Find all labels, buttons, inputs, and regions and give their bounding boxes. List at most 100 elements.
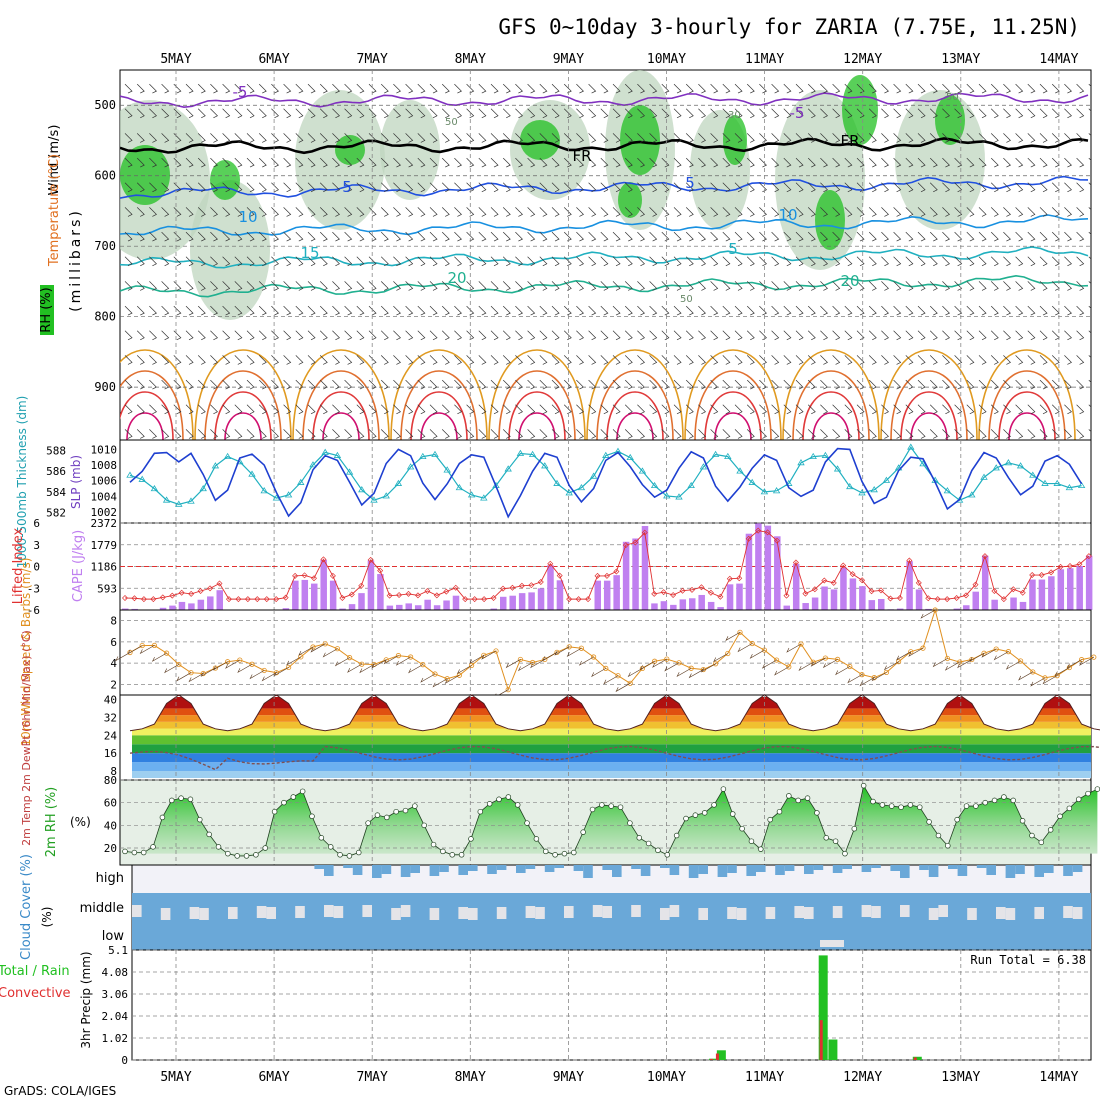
thickness-point (943, 487, 952, 494)
wind-barb (1064, 379, 1072, 390)
wind-barb (1015, 429, 1024, 439)
wind-speed-point (334, 646, 340, 652)
wind-barb (466, 404, 475, 415)
wind-barb (905, 305, 914, 316)
wind-barb (515, 256, 523, 267)
wind-barb (612, 404, 621, 415)
cloud-high-bar (468, 865, 478, 871)
wind-speed-point (188, 670, 194, 676)
date-label-top: 13MAY (941, 52, 980, 67)
cape-bar (859, 586, 866, 610)
wind-barb (368, 108, 377, 119)
wind-barb (368, 207, 377, 217)
cloud-mid-gap (400, 905, 411, 917)
temp-contour-warm (214, 391, 272, 440)
wind-barb (283, 83, 292, 94)
wind-barb (1076, 256, 1085, 267)
wind-speed-point (249, 661, 255, 667)
cloud-high-bar (554, 865, 564, 868)
wind-barb (576, 305, 584, 316)
wind-barb (978, 330, 987, 341)
wind-barb (1064, 231, 1072, 242)
cape-bar (452, 595, 460, 610)
wind-barb (771, 256, 780, 267)
cape-bar (424, 599, 431, 610)
wind-barb (868, 256, 877, 267)
cloud-mid-gap (967, 908, 977, 920)
wind-barb (234, 157, 243, 168)
wind-barb (515, 305, 523, 316)
dewpoint-line (129, 745, 1100, 771)
wind-barb (234, 404, 243, 415)
cape-bar (178, 601, 186, 610)
wind-barb (1015, 207, 1024, 217)
cape-bar (443, 600, 450, 610)
rh2m-point (842, 850, 848, 857)
wind-barb (161, 379, 170, 390)
wind-barb (944, 661, 960, 671)
cape-bar (358, 593, 365, 610)
cloud-high-bar (1063, 865, 1073, 876)
cape-bar (377, 574, 384, 610)
cape-bar (1067, 568, 1074, 610)
wind-barb (295, 429, 304, 439)
temp-contour-warm (694, 370, 772, 440)
wind-barb (673, 83, 682, 94)
wind-barb (502, 330, 511, 341)
li-point (764, 529, 771, 536)
wind-barb (197, 404, 206, 415)
wind-barb (283, 256, 292, 267)
precip-total-bar (828, 1039, 838, 1060)
wind-barb (1015, 281, 1024, 291)
wind-barb (795, 207, 804, 217)
wind-barb (917, 231, 926, 242)
wind-barb (649, 404, 658, 415)
rh2m-point (458, 852, 465, 858)
wind-barb (478, 83, 487, 94)
wind-barb (161, 330, 170, 341)
wind-barb (978, 83, 987, 94)
li-point (1076, 561, 1083, 568)
wind-barb (115, 652, 131, 662)
wind-barb (197, 83, 206, 94)
isotherm-label: 10 (238, 208, 257, 226)
wind-barb (734, 157, 743, 168)
cape-bar (849, 578, 857, 610)
li-point (896, 594, 903, 601)
wind-barb (124, 281, 133, 291)
wind-barb (380, 330, 389, 341)
wind-barb (954, 305, 963, 316)
wind-barb (1042, 675, 1058, 685)
wind-barb (820, 256, 828, 267)
cloud-high-bar (602, 865, 612, 870)
wind-barb (844, 182, 853, 193)
wind-barb (746, 182, 755, 193)
wind-barb (649, 256, 658, 267)
wind-barb (942, 83, 950, 94)
wind-barb (307, 330, 316, 341)
rh-shade (815, 190, 845, 250)
wind-barb (197, 355, 206, 365)
wind-barb (417, 133, 426, 143)
wind-barb (222, 108, 231, 119)
wind-speed-point (1005, 649, 1012, 655)
wind-barb (624, 157, 633, 168)
wind-barb (942, 404, 950, 415)
wind-speed-point (151, 642, 157, 649)
thickness-point (211, 462, 220, 469)
wind-barb (929, 133, 938, 143)
wind-barb (307, 231, 316, 242)
wind-barb (698, 133, 706, 143)
wind-barb (185, 305, 194, 316)
li-point (509, 584, 516, 591)
isotherm-line (120, 246, 1089, 269)
li-point (1067, 563, 1073, 570)
wind-barb (185, 231, 194, 242)
wind-barb (1027, 404, 1036, 415)
wind-barb (1051, 404, 1060, 415)
wind-barb (502, 305, 511, 316)
wind-barb (502, 83, 511, 94)
isotherm-label: 5 (685, 174, 695, 192)
wind-barb (234, 108, 243, 119)
cape-bar (1029, 579, 1036, 610)
